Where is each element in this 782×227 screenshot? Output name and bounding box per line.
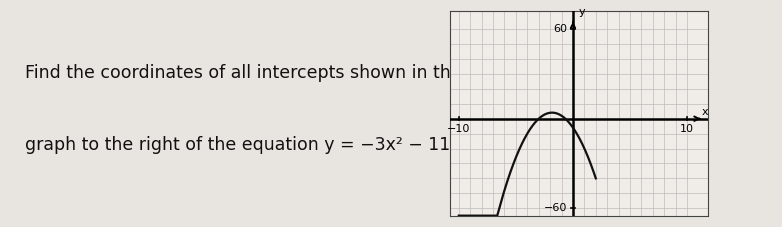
- Text: −10: −10: [447, 124, 471, 134]
- Text: graph to the right of the equation y = −3x² − 11x − 6.: graph to the right of the equation y = −…: [25, 136, 503, 154]
- Text: 10: 10: [680, 124, 694, 134]
- Text: Find the coordinates of all intercepts shown in the: Find the coordinates of all intercepts s…: [25, 64, 462, 81]
- Text: 60: 60: [553, 24, 567, 34]
- Text: y: y: [579, 7, 585, 17]
- Text: x: x: [702, 107, 708, 117]
- Text: −60: −60: [544, 203, 567, 213]
